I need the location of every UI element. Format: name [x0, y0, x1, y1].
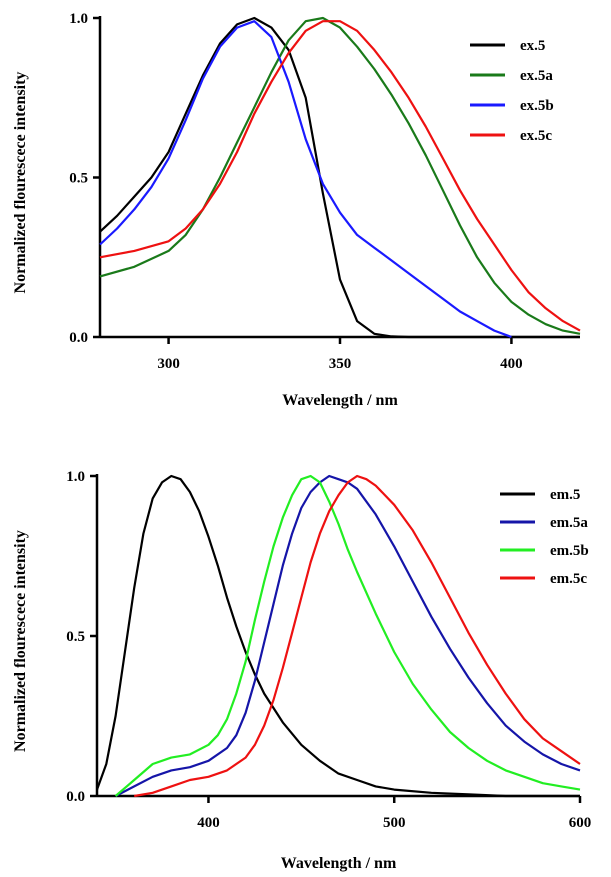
y-tick-label: 0.5 [66, 629, 85, 645]
y-axis-label: Normalized flourescece intensity [12, 72, 29, 294]
x-tick-label: 500 [383, 815, 406, 831]
series-line-em-5b [114, 474, 581, 797]
chart-panel-1: 0.0 0.5 1.0 300 350 400 Wavelength / nm Normali… [12, 11, 581, 409]
y-tick-label: 0.0 [69, 330, 88, 346]
series-line-ex-5 [99, 16, 580, 339]
x-tick-label: 300 [157, 356, 180, 372]
x-tick-label: 400 [197, 815, 220, 831]
series-line-ex-5b [99, 20, 512, 339]
legend-label: ex.5c [520, 128, 552, 144]
x-tick-label: 400 [500, 356, 523, 372]
y-tick-label: 1.0 [69, 11, 88, 27]
x-axis-label: Wavelength / nm [281, 855, 397, 872]
y-axis-label: Normalized flourescece intensity [12, 530, 29, 752]
legend-label: em.5b [550, 543, 589, 559]
y-tick-label: 0.5 [69, 171, 88, 187]
legend-label: em.5 [550, 487, 580, 503]
y-tick-label: 1.0 [66, 469, 85, 485]
legend-label: ex.5a [520, 68, 553, 84]
x-axis-label: Wavelength / nm [282, 392, 398, 409]
y-tick-label: 0.0 [66, 789, 85, 805]
x-tick-label: 350 [329, 356, 352, 372]
legend-label: ex.5b [520, 98, 554, 114]
chart-panel-2: 0.0 0.5 1.0 400 500 600 Wavelength / nm Normali… [12, 469, 591, 872]
legend-label: em.5a [550, 515, 588, 531]
x-tick-label: 600 [569, 815, 592, 831]
series-line-ex-5a [99, 16, 581, 335]
series-line-em-5c [134, 474, 581, 798]
legend-label: em.5c [550, 571, 587, 587]
series-line-ex-5c [99, 20, 581, 332]
series-line-em-5a [115, 474, 581, 797]
legend-label: ex.5 [520, 38, 545, 54]
series-line-em-5 [95, 474, 580, 798]
